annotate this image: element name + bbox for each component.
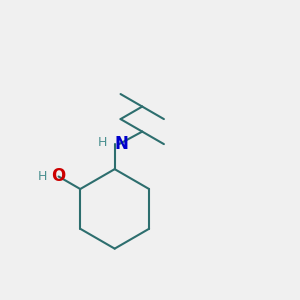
Text: H: H <box>98 136 107 149</box>
Text: N: N <box>115 135 128 153</box>
Text: O: O <box>51 167 66 185</box>
Text: H: H <box>38 170 47 183</box>
